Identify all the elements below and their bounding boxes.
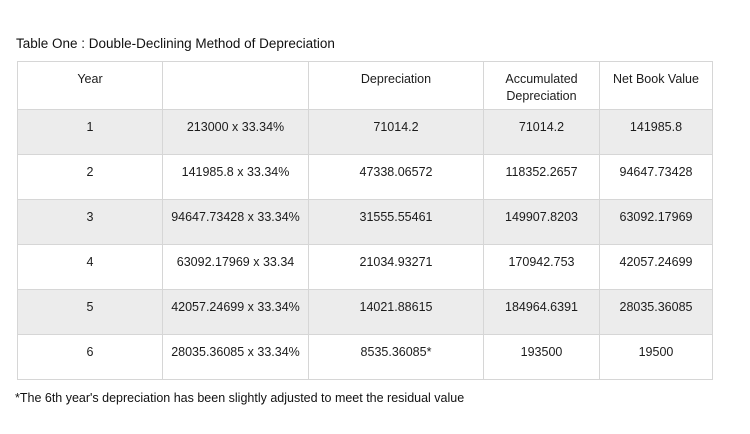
depreciation-cell: 47338.06572 — [308, 154, 484, 200]
depreciation-cell: 21034.93271 — [308, 244, 484, 290]
column-header-calculation — [162, 61, 309, 110]
table-row: 4 63092.17969 x 33.34 21034.93271 170942… — [17, 244, 713, 290]
accumulated-depreciation-cell: 193500 — [483, 334, 600, 380]
depreciation-cell: 14021.88615 — [308, 289, 484, 335]
calculation-cell: 63092.17969 x 33.34 — [162, 244, 309, 290]
header-row: Year Depreciation Accumulated Depreciati… — [17, 61, 713, 110]
year-cell: 1 — [17, 109, 163, 155]
year-cell: 6 — [17, 334, 163, 380]
calculation-cell: 213000 x 33.34% — [162, 109, 309, 155]
accumulated-depreciation-cell: 170942.753 — [483, 244, 600, 290]
depreciation-cell: 8535.36085* — [308, 334, 484, 380]
column-header-accumulated-depreciation: Accumulated Depreciation — [483, 61, 600, 110]
net-book-value-cell: 42057.24699 — [599, 244, 713, 290]
column-header-year: Year — [17, 61, 163, 110]
year-cell: 2 — [17, 154, 163, 200]
accumulated-depreciation-cell: 184964.6391 — [483, 289, 600, 335]
calculation-cell: 141985.8 x 33.34% — [162, 154, 309, 200]
accumulated-depreciation-cell: 71014.2 — [483, 109, 600, 155]
net-book-value-cell: 94647.73428 — [599, 154, 713, 200]
table-row: 2 141985.8 x 33.34% 47338.06572 118352.2… — [17, 154, 713, 200]
year-cell: 4 — [17, 244, 163, 290]
table-row: 5 42057.24699 x 33.34% 14021.88615 18496… — [17, 289, 713, 335]
net-book-value-cell: 19500 — [599, 334, 713, 380]
depreciation-cell: 31555.55461 — [308, 199, 484, 245]
year-cell: 3 — [17, 199, 163, 245]
table-title: Table One : Double-Declining Method of D… — [16, 36, 335, 51]
calculation-cell: 28035.36085 x 33.34% — [162, 334, 309, 380]
net-book-value-cell: 63092.17969 — [599, 199, 713, 245]
table-row: 6 28035.36085 x 33.34% 8535.36085* 19350… — [17, 334, 713, 380]
column-header-net-book-value: Net Book Value — [599, 61, 713, 110]
calculation-cell: 94647.73428 x 33.34% — [162, 199, 309, 245]
depreciation-table: Year Depreciation Accumulated Depreciati… — [17, 61, 713, 380]
depreciation-cell: 71014.2 — [308, 109, 484, 155]
accumulated-depreciation-cell: 118352.2657 — [483, 154, 600, 200]
table-row: 3 94647.73428 x 33.34% 31555.55461 14990… — [17, 199, 713, 245]
accumulated-depreciation-cell: 149907.8203 — [483, 199, 600, 245]
footnote: *The 6th year's depreciation has been sl… — [15, 391, 465, 405]
net-book-value-cell: 28035.36085 — [599, 289, 713, 335]
calculation-cell: 42057.24699 x 33.34% — [162, 289, 309, 335]
column-header-depreciation: Depreciation — [308, 61, 484, 110]
table-row: 1 213000 x 33.34% 71014.2 71014.2 141985… — [17, 109, 713, 155]
year-cell: 5 — [17, 289, 163, 335]
net-book-value-cell: 141985.8 — [599, 109, 713, 155]
